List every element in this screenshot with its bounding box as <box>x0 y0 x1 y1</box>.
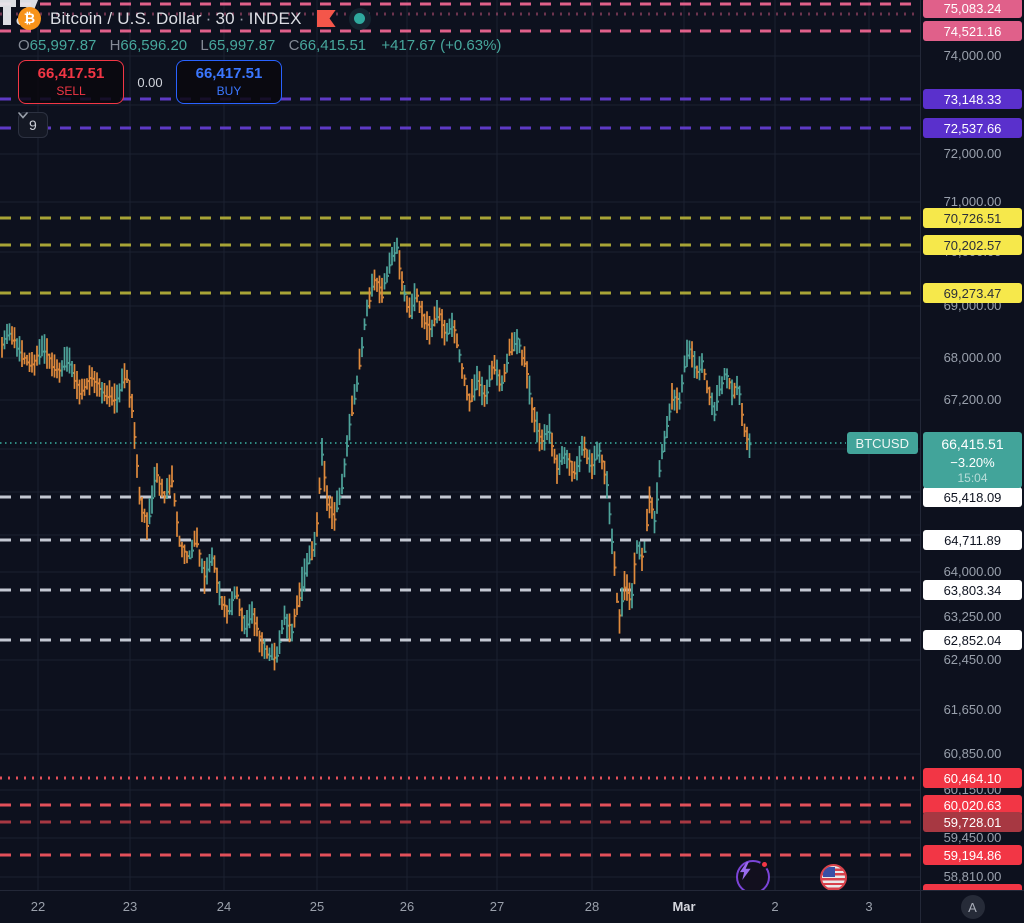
time-tick-label: Mar <box>672 899 696 914</box>
time-tick-label: 25 <box>309 899 325 914</box>
notification-dot <box>760 860 769 869</box>
alert-flag-icon[interactable] <box>316 10 336 27</box>
objects-count: 9 <box>29 117 37 133</box>
market-status-icon[interactable] <box>348 7 371 30</box>
buy-price: 66,417.51 <box>195 65 263 83</box>
sell-button[interactable]: 66,417.51 SELL <box>18 60 124 104</box>
buy-sell-panel: 66,417.51 SELL 0.00 66,417.51 BUY <box>18 60 282 104</box>
price-level-lines <box>0 2 920 857</box>
price-level-label[interactable]: 59,728.01 <box>923 812 1022 832</box>
price-level-label[interactable]: 60,020.63 <box>923 795 1022 815</box>
time-tick-label: 24 <box>216 899 232 914</box>
time-tick-label: 23 <box>122 899 138 914</box>
sell-label: SELL <box>56 83 86 98</box>
price-level-label[interactable]: 70,202.57 <box>923 235 1022 255</box>
time-scale[interactable]: A 22 23 24 25 26 27 28 Mar 2 3 <box>0 890 1024 923</box>
price-tick-label: 59,450.00 <box>943 830 1002 845</box>
low-value: 65,997.87 <box>208 37 276 54</box>
current-bar-countdown: 15:04 <box>957 471 988 485</box>
price-level-label[interactable]: 70,726.51 <box>923 208 1022 228</box>
price-tick-label: 61,650.00 <box>943 702 1002 717</box>
low-label: L <box>200 37 209 54</box>
price-chart <box>0 0 920 890</box>
price-level-label[interactable]: 59,194.86 <box>923 845 1022 865</box>
high-label: H <box>109 37 121 54</box>
price-tick-label: 60,850.00 <box>943 746 1002 761</box>
spread-value: 0.00 <box>137 74 163 90</box>
price-tick-label: 71,000.00 <box>943 194 1002 209</box>
price-tick-label: 72,000.00 <box>943 146 1002 161</box>
candle-series <box>1 237 752 671</box>
change-value: +417.67 (+0.63%) <box>381 37 502 54</box>
current-change-percent: −3.20% <box>950 455 995 470</box>
price-level-label[interactable]: 65,418.09 <box>923 487 1022 507</box>
current-price-label: 66,415.51 −3.20% 15:04 <box>923 432 1022 488</box>
price-level-label[interactable]: 63,803.34 <box>923 580 1022 600</box>
price-tick-label: 62,450.00 <box>943 652 1002 667</box>
current-price-symbol-tag: BTCUSD <box>846 432 918 454</box>
price-level-label[interactable]: 73,148.33 <box>923 89 1022 109</box>
objects-count-button[interactable]: 9 <box>18 112 48 138</box>
lightning-bolt-icon <box>739 862 751 880</box>
us-flag-button[interactable] <box>820 864 847 890</box>
ohlc-row: O65,997.87 H66,596.20 L65,997.87 C66,415… <box>18 37 501 54</box>
scale-corner: A <box>920 891 1024 923</box>
us-flag-icon <box>823 867 835 877</box>
interval-value: 30 <box>215 8 235 28</box>
close-value: 66,415.51 <box>299 37 367 54</box>
price-tick-label: 64,000.00 <box>943 564 1002 579</box>
time-tick-label: 2 <box>771 899 779 914</box>
open-value: 65,997.87 <box>29 37 97 54</box>
price-level-label[interactable]: 72,537.66 <box>923 118 1022 138</box>
current-price-value: 66,415.51 <box>941 436 1004 452</box>
market-open-dot-icon <box>354 13 366 24</box>
chevron-down-icon <box>18 112 28 119</box>
price-tick-label: 68,000.00 <box>943 350 1002 365</box>
time-tick-label: 22 <box>30 899 46 914</box>
open-label: O <box>18 37 30 54</box>
price-level-label[interactable]: 62,852.04 <box>923 630 1022 650</box>
bitcoin-logo-icon: ₿ <box>18 7 41 30</box>
symbol-title[interactable]: Bitcoin / U.S. Dollar · 30 · INDEX <box>50 8 302 28</box>
chart-area[interactable]: ₿ Bitcoin / U.S. Dollar · 30 · INDEX O65,997… <box>0 0 920 890</box>
high-value: 66,596.20 <box>120 37 188 54</box>
price-level-label[interactable]: 58,513.36 <box>923 884 1022 890</box>
price-level-label[interactable]: 69,273.47 <box>923 283 1022 303</box>
grid-lines <box>0 0 920 890</box>
price-level-label[interactable]: 75,083.24 <box>923 0 1022 18</box>
time-tick-label: 3 <box>865 899 873 914</box>
price-level-label[interactable]: 64,711.89 <box>923 530 1022 550</box>
time-tick-label: 27 <box>489 899 505 914</box>
price-tick-label: 63,250.00 <box>943 609 1002 624</box>
sell-price: 66,417.51 <box>37 65 105 83</box>
auto-scale-button[interactable]: A <box>960 895 985 919</box>
price-tick-label: 67,200.00 <box>943 392 1002 407</box>
ideas-lightning-button[interactable] <box>736 860 770 890</box>
exchange-name: INDEX <box>248 8 302 28</box>
close-label: C <box>288 37 300 54</box>
buy-label: BUY <box>216 83 242 98</box>
buy-button[interactable]: 66,417.51 BUY <box>176 60 282 104</box>
symbol-name: Bitcoin / U.S. Dollar <box>50 8 202 28</box>
price-scale[interactable]: 74,000.0072,000.0071,000.0070,000.0069,0… <box>920 0 1024 890</box>
price-level-label[interactable]: 74,521.16 <box>923 21 1022 41</box>
price-level-label[interactable]: 60,464.10 <box>923 768 1022 788</box>
time-tick-label: 26 <box>399 899 415 914</box>
time-tick-label: 28 <box>584 899 600 914</box>
price-tick-label: 58,810.00 <box>943 869 1002 884</box>
price-tick-label: 74,000.00 <box>943 48 1002 63</box>
